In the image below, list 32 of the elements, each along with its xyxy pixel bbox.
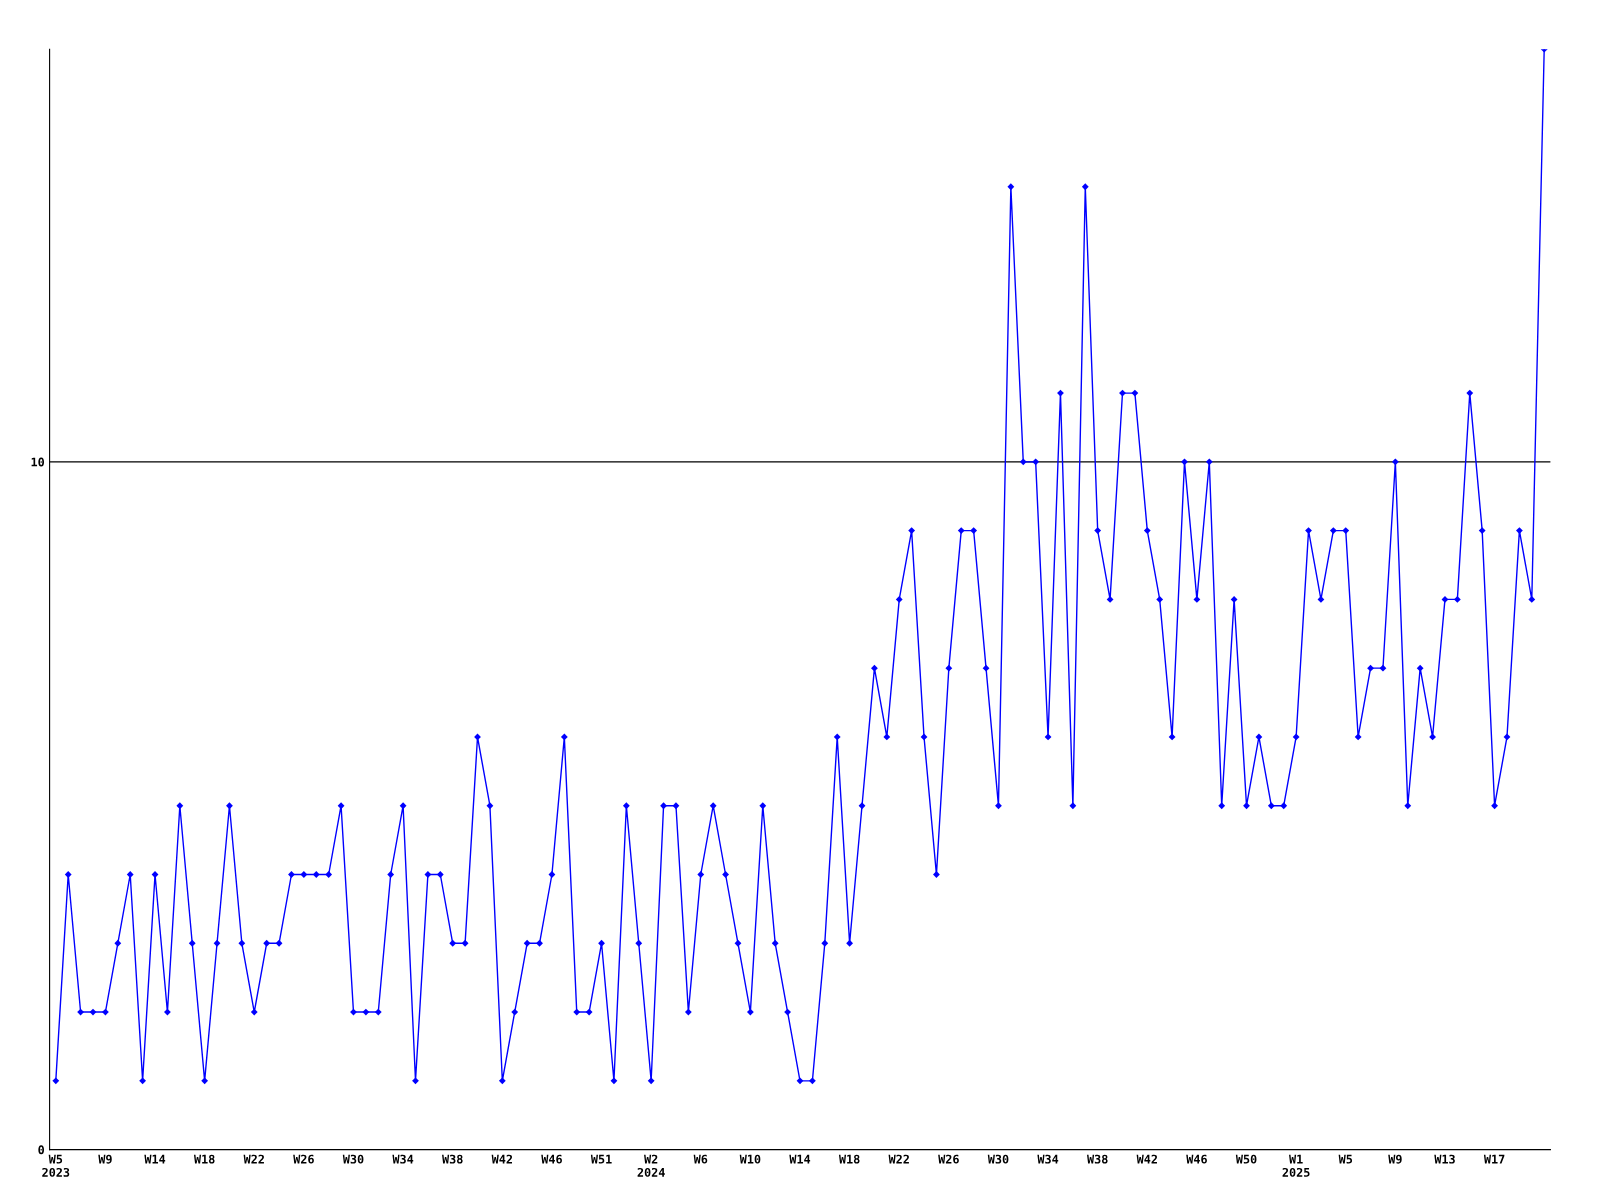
x-tick-label: W26 — [293, 1154, 314, 1164]
y-tick-label: 0 — [38, 1145, 45, 1155]
x-tick-label: W42 — [1136, 1154, 1157, 1164]
x-tick-label: W42 — [491, 1154, 512, 1164]
x-tick-label: W5 2023 — [42, 1154, 70, 1177]
x-tick-label: W13 — [1434, 1154, 1455, 1164]
x-tick-label: W17 — [1483, 1154, 1505, 1164]
x-tick-label: W34 — [1037, 1154, 1059, 1164]
x-tick-label: W50 — [1235, 1154, 1257, 1164]
x-tick-label: W46 — [1186, 1154, 1207, 1164]
x-tick-label: W14 — [789, 1154, 811, 1164]
x-tick-label: W14 — [144, 1154, 166, 1164]
x-tick-label: W30 — [342, 1154, 364, 1164]
x-tick-label: W38 — [1087, 1154, 1108, 1164]
x-tick-label: W22 — [243, 1154, 264, 1164]
y-tick-label: 10 — [31, 457, 45, 467]
x-tick-label: W9 — [98, 1154, 112, 1164]
x-tick-label: W26 — [938, 1154, 959, 1164]
x-tick-label: W22 — [888, 1154, 909, 1164]
x-tick-label: W1 2025 — [1282, 1154, 1310, 1177]
x-tick-label: W6 — [693, 1154, 708, 1164]
x-tick-label: W51 — [590, 1154, 612, 1164]
x-tick-label: W5 — [1338, 1154, 1353, 1164]
x-tick-label: W10 — [739, 1154, 761, 1164]
x-tick-label: W30 — [987, 1154, 1009, 1164]
x-tick-label: W38 — [442, 1154, 463, 1164]
x-tick-label: W46 — [541, 1154, 562, 1164]
x-tick-label: W2 2024 — [637, 1154, 665, 1177]
x-tick-label: W9 — [1388, 1154, 1402, 1164]
x-tick-label: W18 — [193, 1154, 215, 1164]
x-tick-label: W18 — [838, 1154, 860, 1164]
x-tick-label: W34 — [392, 1154, 414, 1164]
